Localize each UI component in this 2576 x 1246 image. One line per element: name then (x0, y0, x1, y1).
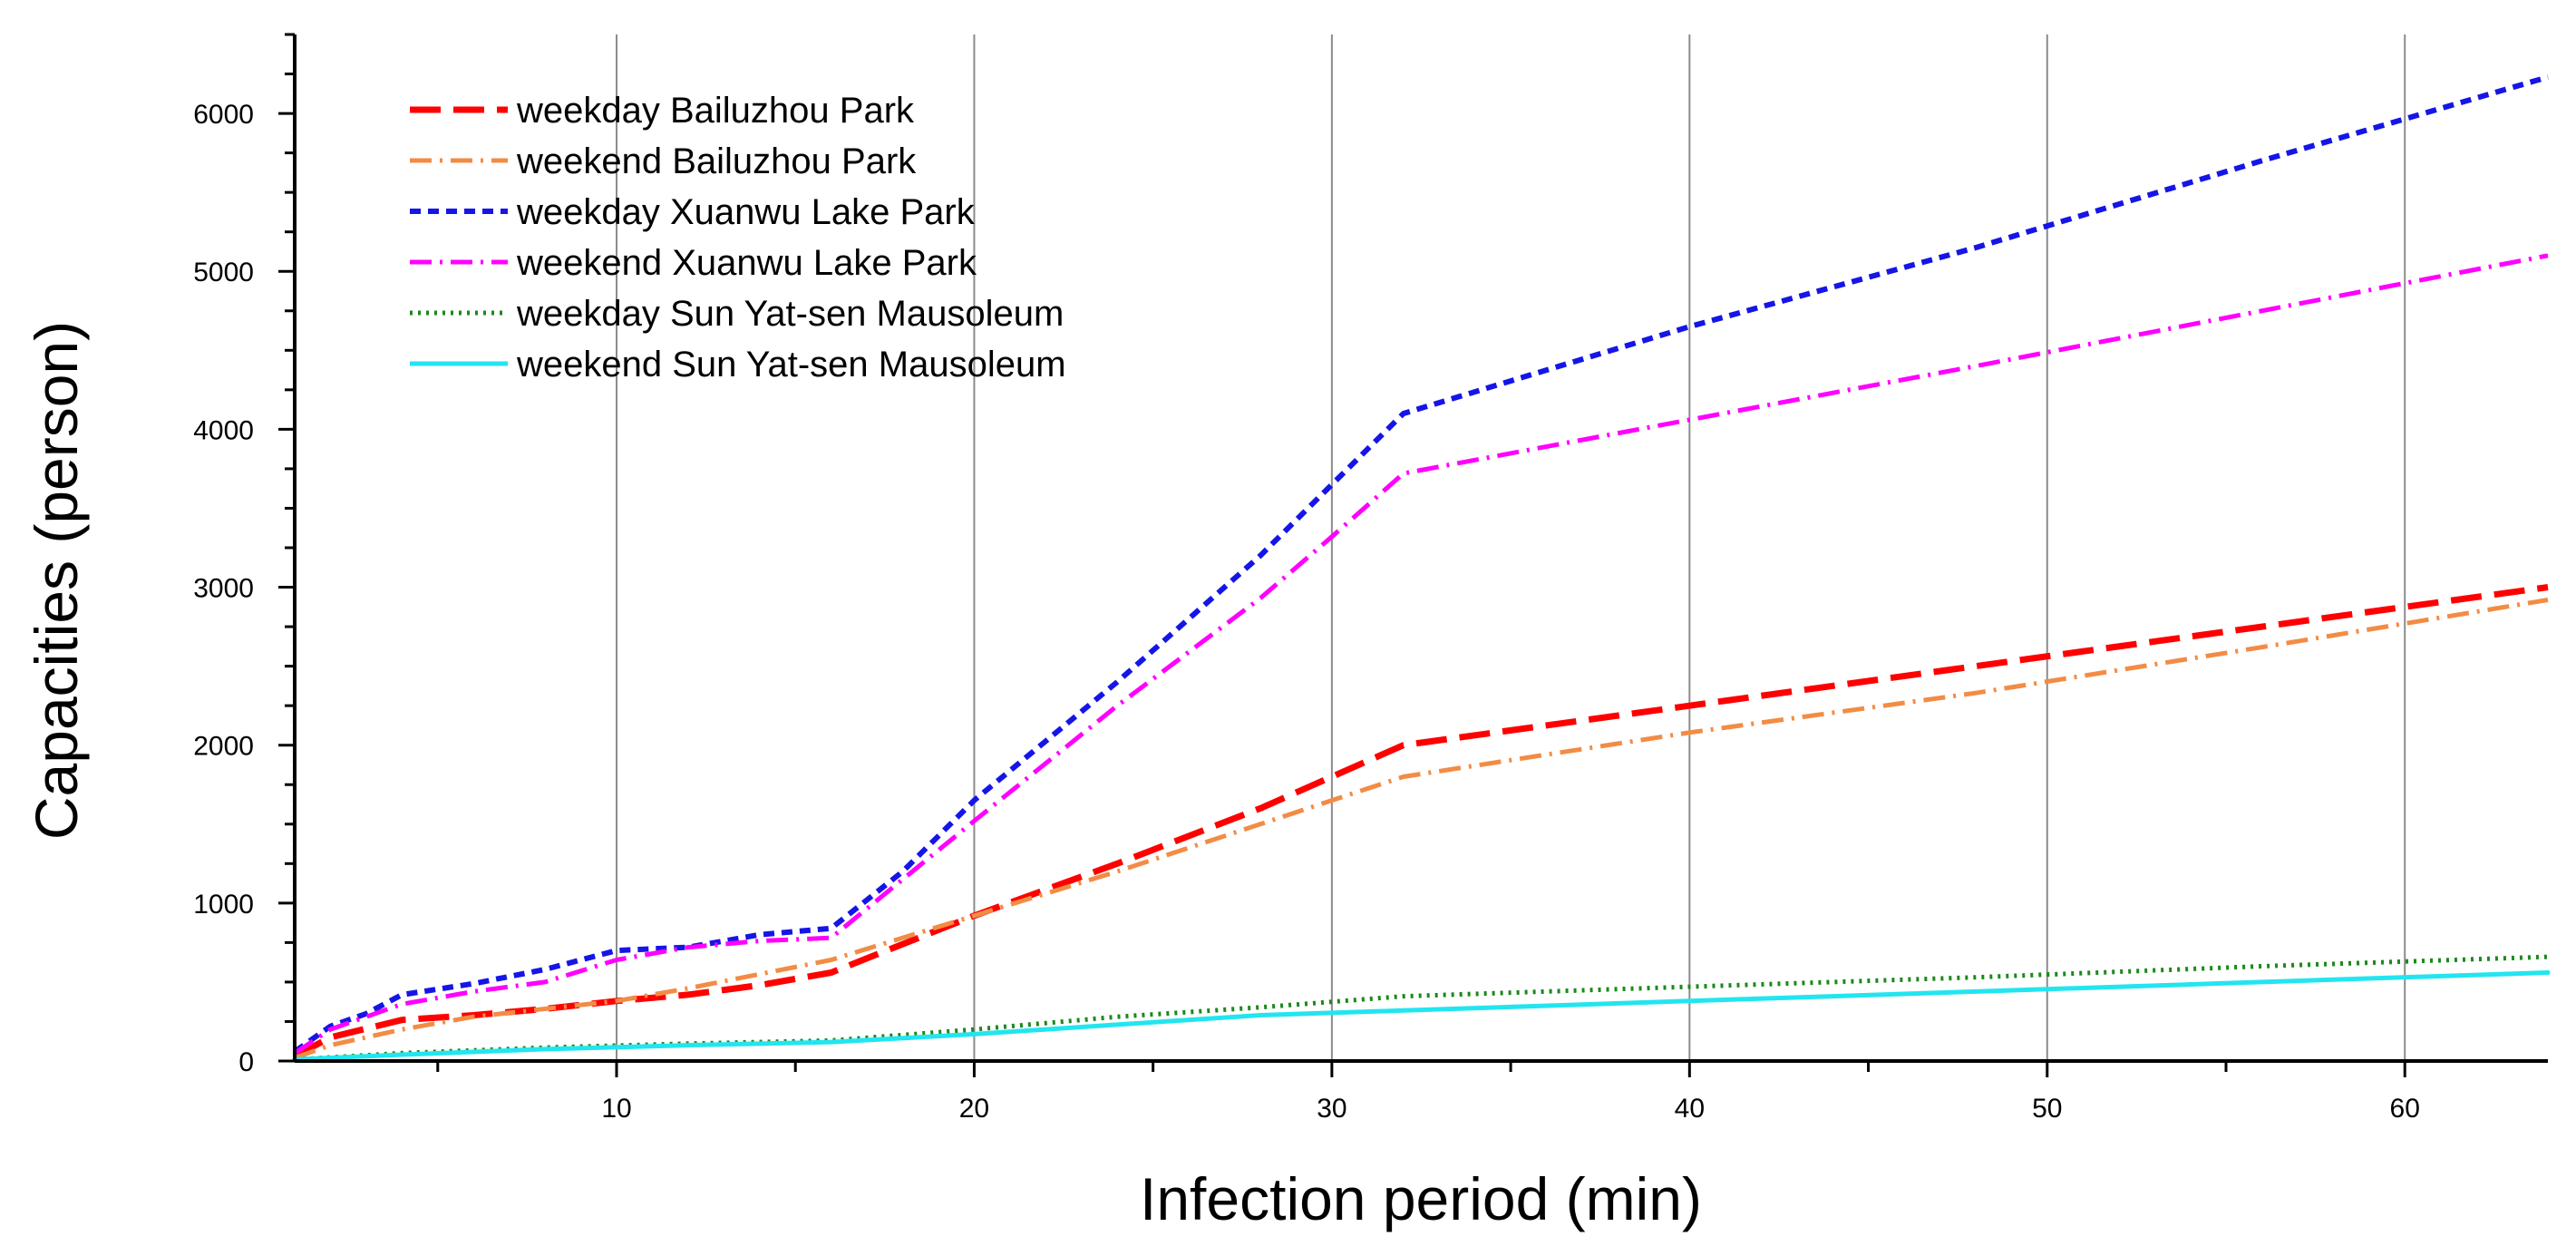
legend-label: weekend Bailuzhou Park (516, 141, 917, 181)
x-tick-label: 30 (1317, 1094, 1346, 1124)
y-tick-label: 2000 (193, 732, 254, 762)
series-line (293, 253, 2549, 1056)
legend-label: weekend Xuanwu Lake Park (516, 243, 977, 283)
x-tick-label: 40 (1675, 1094, 1705, 1124)
series-lines (292, 74, 2551, 1062)
y-axis-title: Capacities (person) (23, 321, 90, 840)
legend-label: weekday Xuanwu Lake Park (516, 192, 976, 232)
legend: weekday Bailuzhou Park weekend Bailuzhou … (410, 91, 1066, 385)
legend-label: weekday Sun Yat-sen Mausoleum (516, 294, 1064, 334)
y-tick-label: 1000 (193, 890, 254, 920)
series-line (292, 970, 2551, 1062)
ticks: 10 20 30 40 50 60 0 1000 2000 3000 4000 5000 6000 (193, 33, 2420, 1124)
series-line (294, 954, 2549, 1062)
gridlines (616, 34, 2406, 1061)
y-tick-label: 4000 (193, 415, 254, 445)
x-axis-title: Infection period (min) (1140, 1165, 1702, 1232)
legend-label: weekend Sun Yat-sen Mausoleum (516, 345, 1066, 385)
y-tick-label: 6000 (193, 100, 254, 130)
x-tick-label: 10 (601, 1094, 631, 1124)
y-tick-label: 0 (238, 1047, 254, 1077)
x-tick-label: 60 (2390, 1094, 2420, 1124)
x-tick-label: 20 (959, 1094, 989, 1124)
x-tick-label: 50 (2032, 1094, 2062, 1124)
axes (293, 34, 2548, 1063)
series-line (293, 74, 2549, 1055)
legend-label: weekday Bailuzhou Park (516, 91, 915, 131)
y-tick-label: 5000 (193, 258, 254, 287)
y-tick-label: 3000 (193, 574, 254, 604)
series-line (294, 598, 2549, 1060)
